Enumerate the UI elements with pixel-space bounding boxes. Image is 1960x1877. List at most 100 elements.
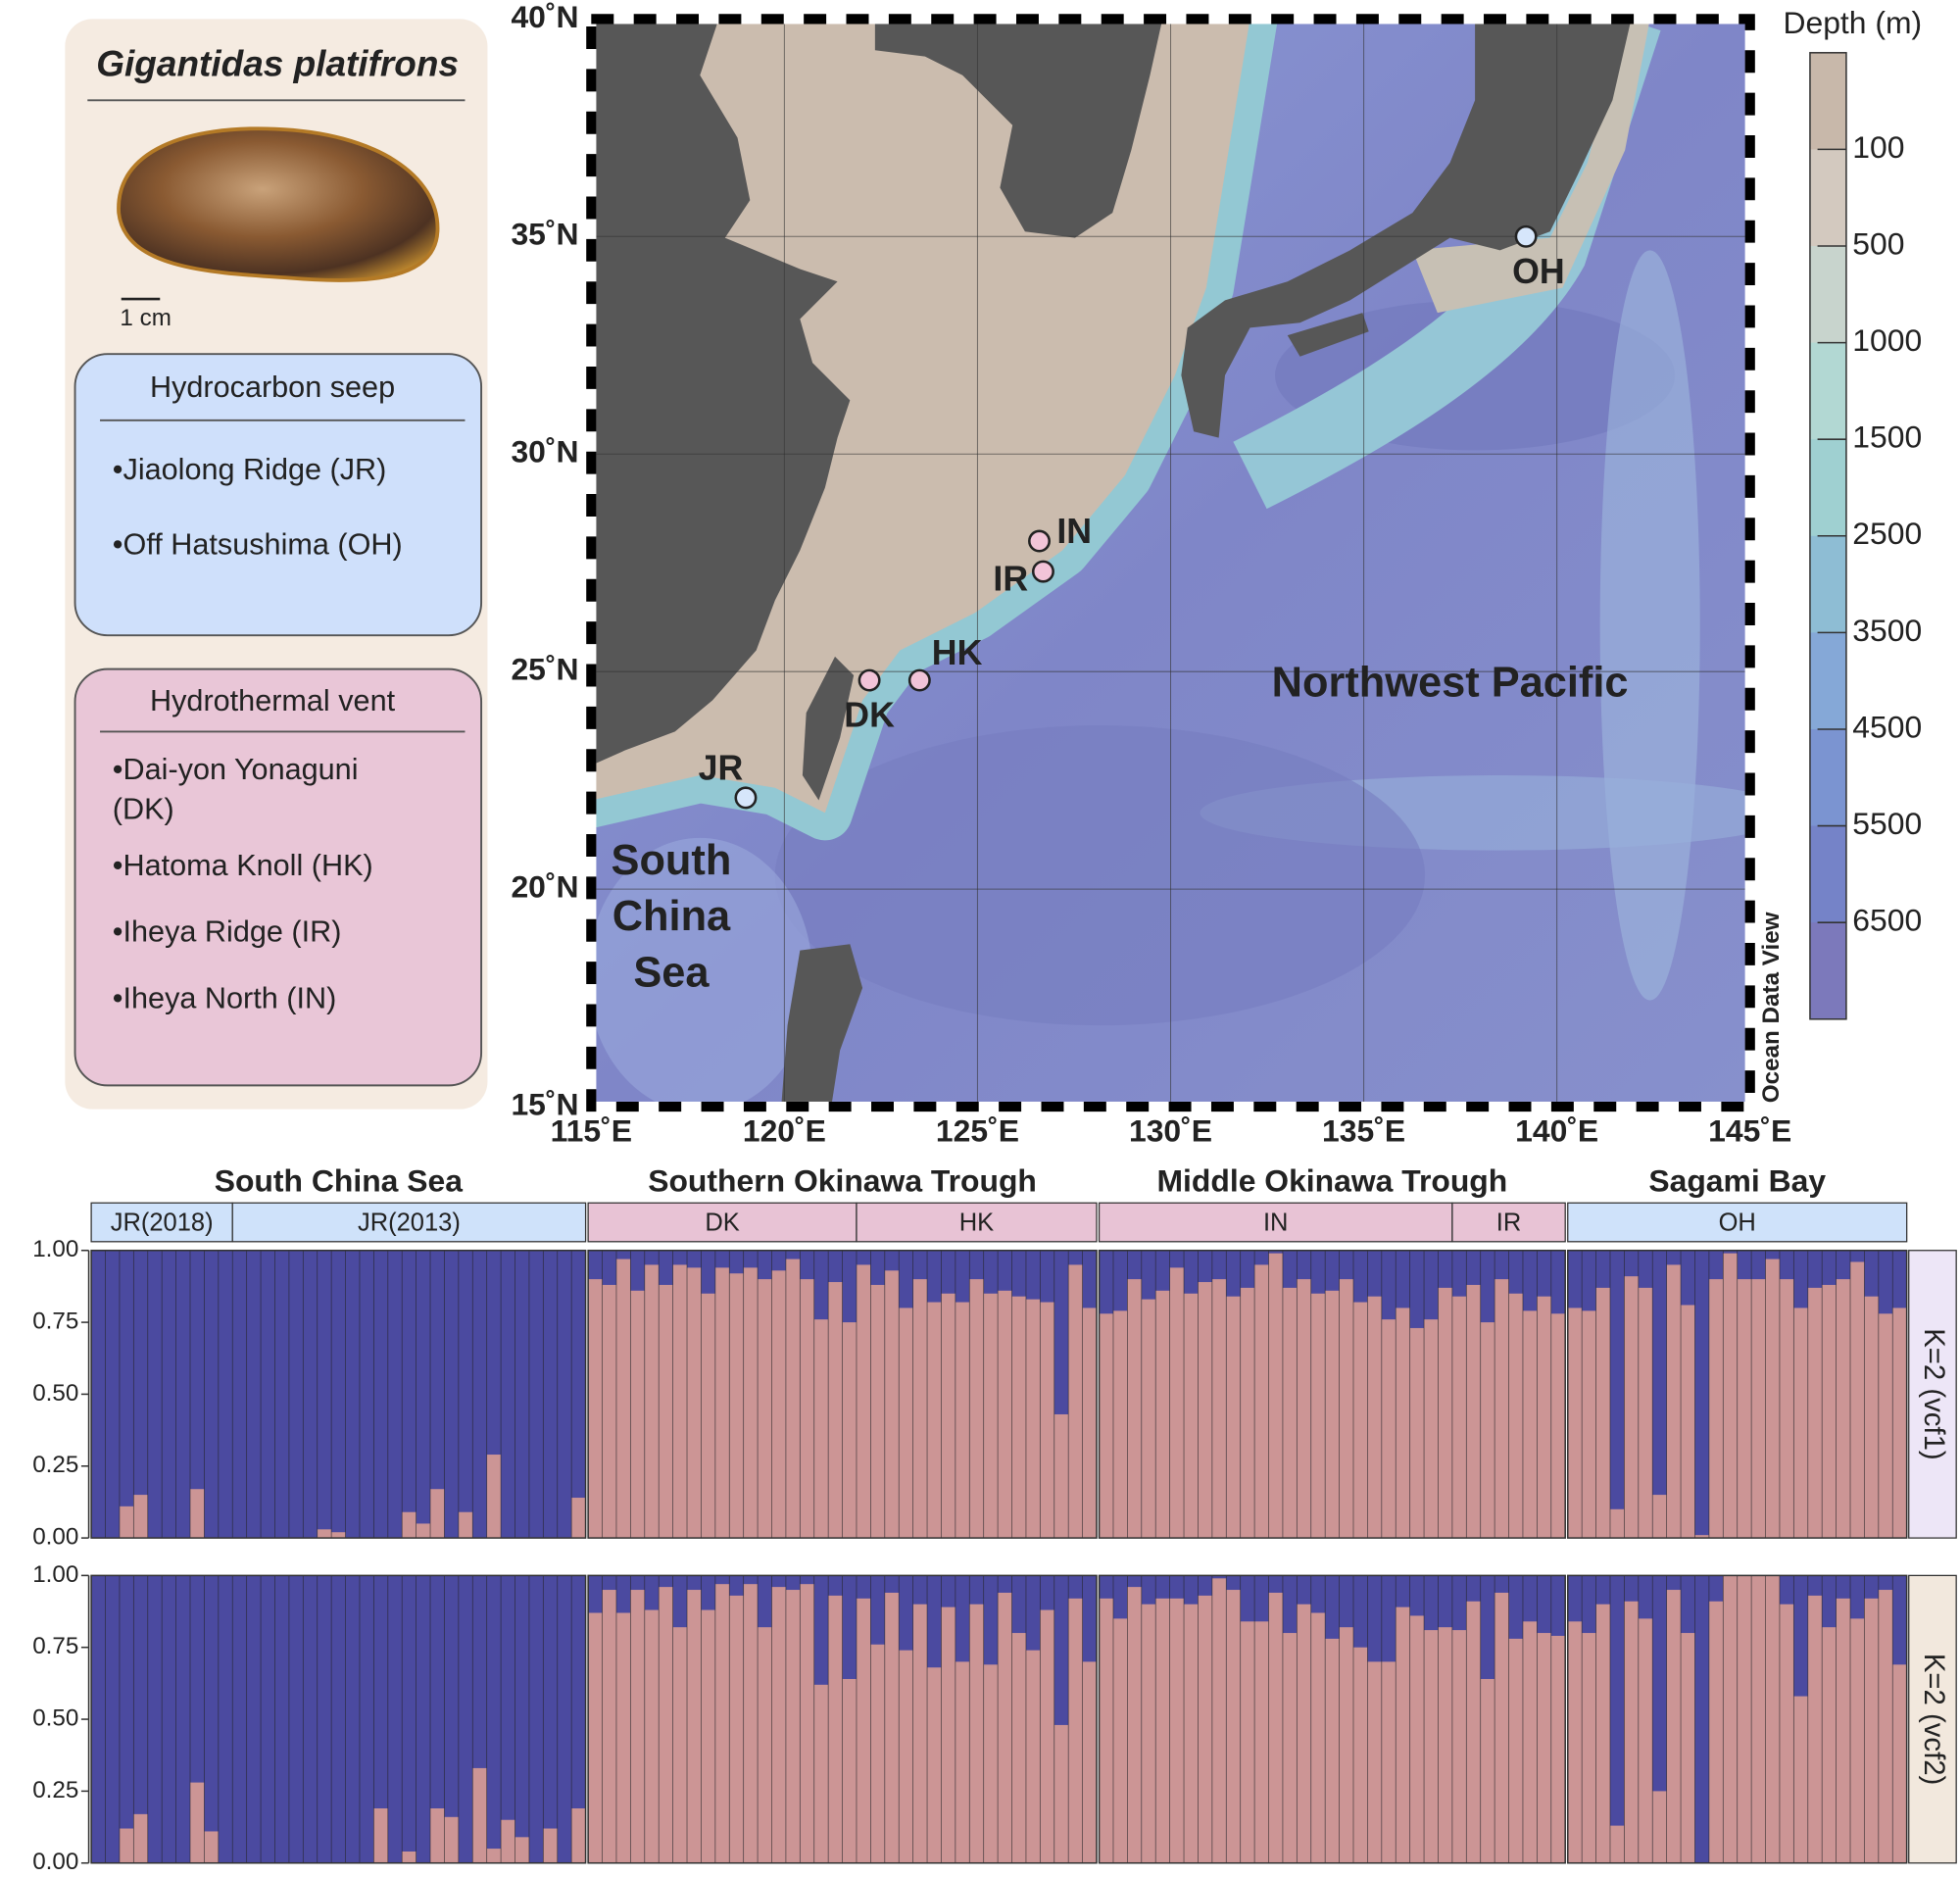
bar [955, 1302, 970, 1539]
continental-shelf [1412, 19, 1650, 314]
bar [1723, 1575, 1738, 1863]
bar [1480, 1322, 1495, 1539]
map-frame [586, 14, 1755, 1112]
land [1287, 313, 1369, 357]
bar [1141, 1299, 1156, 1539]
bar [1184, 1604, 1199, 1863]
panel-label: K=2 (vcf2) [1918, 1654, 1950, 1785]
bar [771, 1270, 786, 1539]
y-tick-label: 0.00 [32, 1524, 78, 1551]
colorbar-band [1809, 439, 1846, 537]
colorbar-band [1809, 245, 1846, 344]
bar [1737, 1279, 1752, 1539]
bar [1624, 1601, 1639, 1863]
colorbar-band [1809, 342, 1846, 440]
bar [1878, 1313, 1893, 1539]
bar [458, 1511, 473, 1539]
population-box [90, 1202, 233, 1243]
bar [1040, 1609, 1054, 1863]
bar [1550, 1313, 1566, 1539]
bar [1112, 1310, 1128, 1539]
bar [743, 1584, 759, 1863]
bar [659, 1587, 673, 1863]
bar [1681, 1305, 1695, 1539]
bar [1127, 1587, 1142, 1863]
y-tick-label: 0.25 [32, 1777, 78, 1803]
bar [1155, 1290, 1170, 1539]
bar [1099, 1313, 1113, 1539]
y-tick-label: 0.75 [32, 1308, 78, 1334]
bar [1537, 1633, 1551, 1863]
bar [687, 1267, 702, 1539]
x-tick-label: 130˚E [1129, 1112, 1212, 1148]
bar [486, 1849, 502, 1863]
colorbar-band [1809, 728, 1846, 827]
legend-item-text: •Iheya Ridge (IR) [112, 914, 342, 950]
y-tick-label: 30˚N [511, 434, 578, 469]
colorbar-tick-label: 500 [1852, 225, 1904, 261]
x-tick-label: 115˚E [551, 1112, 632, 1148]
base-cluster [91, 1250, 586, 1539]
bar [912, 1279, 928, 1539]
y-tick-label: 0.50 [32, 1704, 78, 1731]
legend-item: •Dai-yon Yonaguni (DK) [112, 753, 359, 827]
y-tick-label: 0.50 [32, 1380, 78, 1407]
bar [1310, 1612, 1326, 1863]
legend-item-text: •Dai-yon Yonaguni (DK) [112, 753, 359, 827]
bar [1681, 1633, 1695, 1863]
bar [1666, 1264, 1682, 1539]
region-label: South [612, 837, 732, 884]
bar [1268, 1253, 1283, 1539]
site-marker [1031, 560, 1054, 583]
x-tick-label: 145˚E [1708, 1112, 1791, 1148]
bar [1198, 1595, 1212, 1863]
population-box [587, 1202, 858, 1243]
bar [1451, 1630, 1467, 1863]
bar [1367, 1296, 1382, 1539]
legend-item-text: •Jiaolong Ridge (JR) [112, 452, 387, 487]
bar [1438, 1627, 1452, 1863]
bar [1567, 1621, 1583, 1863]
y-tick-label: 25˚N [511, 652, 578, 687]
bar [430, 1808, 445, 1863]
bar [870, 1284, 885, 1539]
bar [543, 1828, 558, 1863]
bar [1582, 1310, 1596, 1539]
bar [672, 1627, 688, 1863]
region-header: Middle Okinawa Trough [1157, 1162, 1508, 1198]
region-frame [1098, 1574, 1566, 1864]
bar [1310, 1293, 1326, 1539]
bar [842, 1322, 857, 1539]
bar [701, 1609, 715, 1863]
region-header: Southern Okinawa Trough [648, 1162, 1037, 1198]
colorbar-band [1809, 825, 1846, 923]
land [781, 944, 863, 1108]
bar [1652, 1495, 1667, 1539]
site-marker [734, 786, 758, 810]
bar [1508, 1293, 1523, 1539]
bar [119, 1506, 134, 1539]
population-label: OH [1719, 1210, 1756, 1237]
bar [1211, 1279, 1227, 1539]
bar [1025, 1299, 1041, 1539]
bar [1268, 1592, 1283, 1863]
bar [416, 1523, 431, 1539]
bar [842, 1678, 857, 1863]
bar [1737, 1575, 1752, 1863]
bar [1807, 1287, 1823, 1539]
colorbar-tick-label: 3500 [1852, 613, 1922, 648]
bar [1522, 1621, 1538, 1863]
bar [1184, 1293, 1199, 1539]
bar [870, 1644, 885, 1863]
legend-item: •Jiaolong Ridge (JR) [112, 452, 387, 487]
seafloor-relief [774, 725, 1426, 1026]
region-label: Sea [633, 950, 710, 997]
population-label: JR(2018) [111, 1210, 214, 1237]
bar [571, 1498, 586, 1539]
bar [1082, 1661, 1098, 1863]
bar [785, 1259, 801, 1539]
bar [1864, 1598, 1879, 1863]
bar [941, 1606, 956, 1863]
bar [884, 1592, 900, 1863]
land [1181, 19, 1632, 438]
